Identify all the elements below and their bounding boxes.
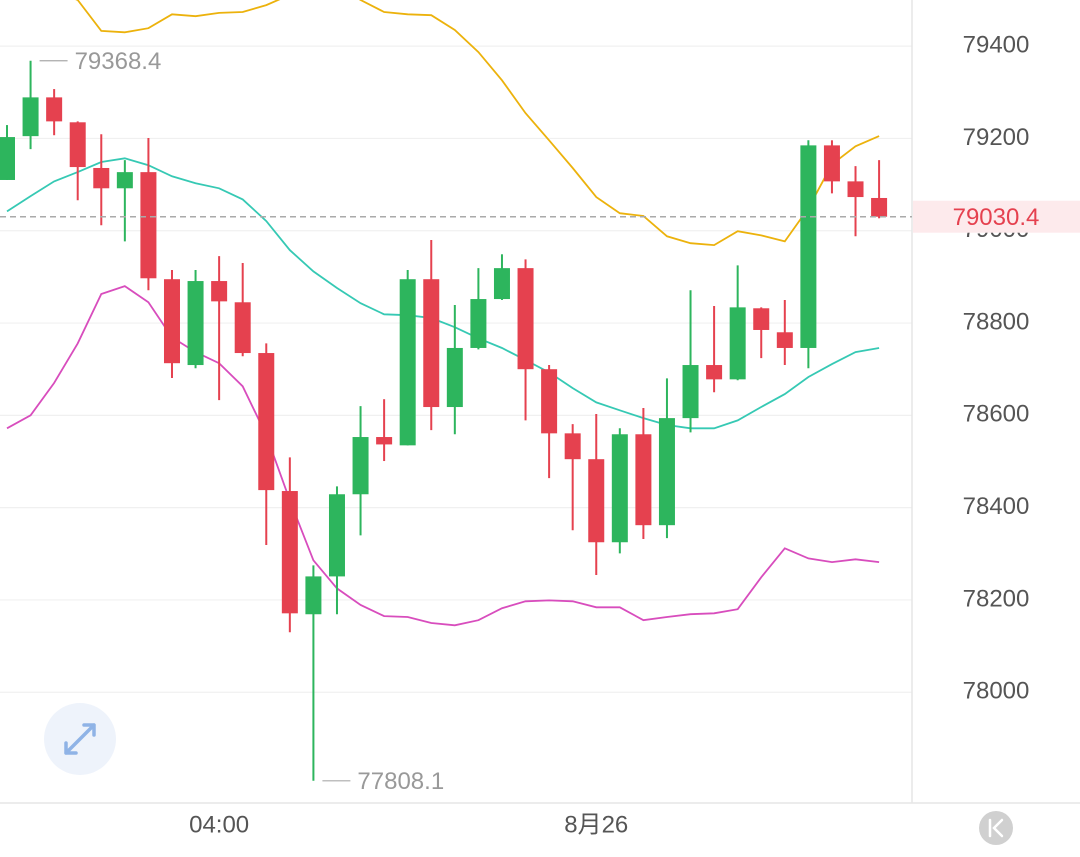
candle-body: [234, 302, 251, 354]
candle-body: [682, 365, 699, 419]
x-tick-label: 8月26: [564, 811, 628, 838]
candle-body: [493, 268, 510, 300]
candle-body: [706, 365, 723, 380]
candle-body: [93, 167, 110, 189]
candle-body: [281, 491, 298, 614]
candle-body: [517, 268, 534, 370]
candle-body: [871, 197, 888, 217]
candle-body: [423, 279, 440, 408]
candle-body: [211, 281, 228, 302]
min-label: 77808.1: [357, 768, 444, 795]
candle-body: [187, 281, 204, 366]
y-tick-label: 79400: [963, 31, 1030, 58]
labels: 7800078200784007860078800790007920079400…: [0, 31, 1080, 838]
candle-body: [46, 97, 63, 122]
y-tick-label: 78800: [963, 308, 1030, 335]
candle-body: [847, 181, 864, 198]
candle-body: [564, 433, 581, 460]
last-price-box: [913, 200, 1080, 233]
candle-body: [22, 97, 39, 137]
candle-body: [611, 434, 628, 543]
y-tick-label: 78400: [963, 493, 1030, 520]
band-line: [6, 157, 880, 430]
candle-body: [0, 137, 15, 180]
y-tick-label: 79200: [963, 124, 1030, 151]
candle-body: [776, 332, 793, 348]
candle-body: [729, 307, 746, 380]
max-label: 79368.4: [75, 48, 162, 75]
y-tick-label: 78000: [963, 678, 1030, 705]
candle-body: [352, 437, 369, 495]
candle-body: [140, 172, 157, 279]
candle-body: [753, 308, 770, 330]
candle-body: [446, 347, 463, 408]
candle-body: [163, 279, 180, 364]
scroll-latest-button[interactable]: [979, 811, 1013, 845]
candle-body: [635, 434, 652, 526]
last-price-label: 79030.4: [953, 204, 1040, 231]
candle-body: [800, 145, 817, 348]
candle-body: [328, 494, 345, 577]
candle-body: [823, 145, 840, 182]
candle-body: [258, 353, 275, 491]
plot-area: [0, 0, 888, 781]
y-tick-label: 78200: [963, 585, 1030, 612]
expand-button[interactable]: [44, 703, 116, 775]
candle-body: [399, 279, 416, 446]
y-tick-label: 78600: [963, 401, 1030, 428]
x-tick-label: 04:00: [189, 811, 249, 838]
band-line: [75, 0, 880, 247]
candle-body: [541, 369, 558, 434]
candle-body: [470, 299, 487, 348]
candle-body: [658, 418, 675, 526]
candle-body: [376, 437, 393, 445]
candle-body: [116, 172, 133, 189]
candle-body: [305, 576, 322, 615]
band-line: [6, 285, 880, 627]
candle-body: [69, 122, 86, 168]
candle-body: [588, 459, 605, 543]
